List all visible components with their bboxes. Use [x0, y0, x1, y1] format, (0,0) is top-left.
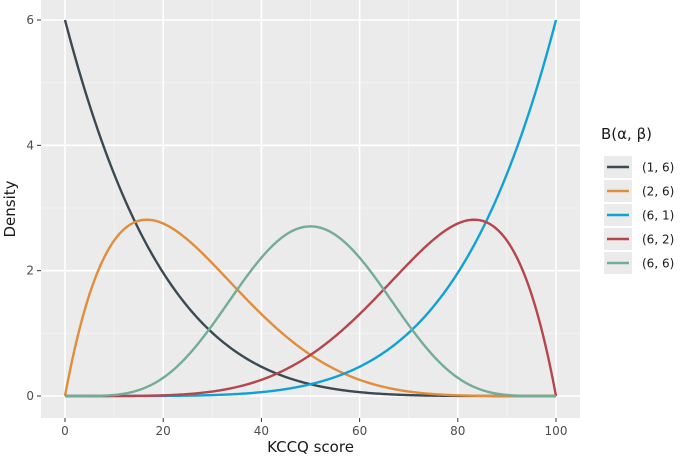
series-lines [63, 19, 558, 398]
legend: B(α, β) (1, 6) (2, 6) (6, 1) (6, 2) (6, 6) [601, 125, 674, 274]
y-tick-label: 0 [26, 389, 34, 403]
y-tick-label: 6 [26, 13, 34, 27]
x-tick-label: 20 [156, 424, 171, 438]
x-tick-label: 80 [450, 424, 465, 438]
legend-item: (2, 6) [604, 180, 674, 202]
legend-label: (1, 6) [642, 161, 674, 175]
legend-item: (6, 2) [604, 228, 674, 250]
y-tick-label: 4 [26, 138, 34, 152]
minor-gridlines [41, 0, 580, 418]
y-tick-label: 2 [26, 264, 34, 278]
legend-item: (6, 6) [604, 252, 674, 274]
legend-title: B(α, β) [601, 125, 652, 143]
legend-label: (6, 2) [642, 233, 674, 247]
x-tick-labels: 0 20 40 60 80 100 [61, 424, 567, 438]
x-tick-label: 100 [545, 424, 568, 438]
x-tick-label: 0 [61, 424, 69, 438]
legend-label: (6, 6) [642, 257, 674, 271]
axis-ticks [37, 19, 557, 422]
y-axis-title: Density [1, 180, 19, 237]
major-gridlines [41, 0, 580, 418]
x-tick-label: 40 [254, 424, 269, 438]
legend-items: (1, 6) (2, 6) (6, 1) (6, 2) (6, 6) [604, 156, 674, 274]
x-axis-title: KCCQ score [267, 438, 354, 456]
legend-item: (6, 1) [604, 204, 674, 226]
x-tick-label: 60 [352, 424, 367, 438]
y-tick-labels: 0 2 4 6 [26, 13, 34, 403]
legend-label: (6, 1) [642, 209, 674, 223]
series-line [65, 225, 556, 398]
series-line [65, 218, 558, 398]
legend-label: (2, 6) [642, 185, 674, 199]
legend-item: (1, 6) [604, 156, 674, 178]
